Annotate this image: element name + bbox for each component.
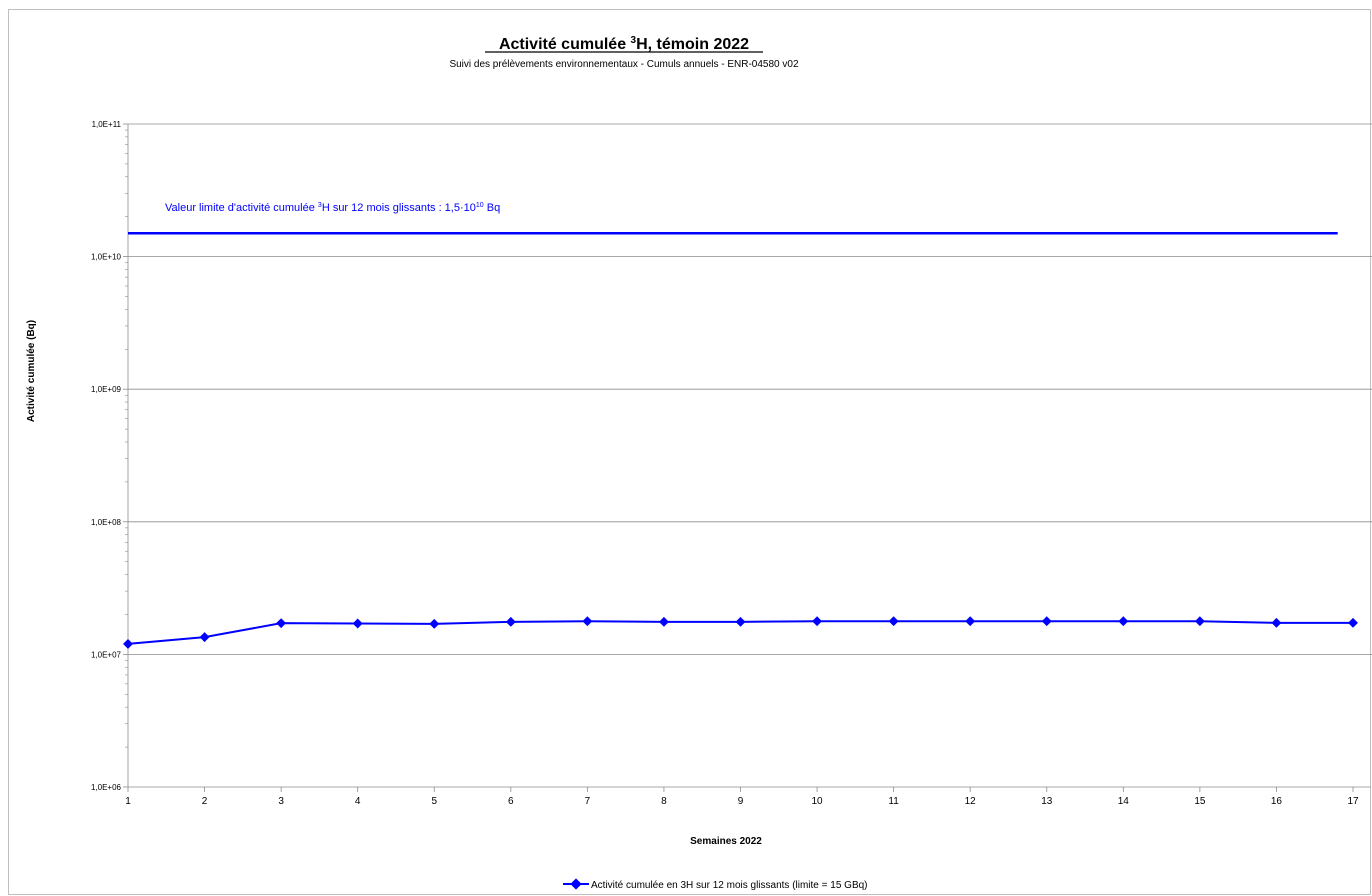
chart-title: Activité cumulée 3H, témoin 2022 [499, 35, 749, 53]
data-point [582, 616, 593, 627]
data-point [352, 618, 363, 629]
x-tick-label: 8 [661, 796, 667, 807]
legend-entry: Activité cumulée en 3H sur 12 mois gliss… [591, 880, 868, 891]
data-point [888, 616, 899, 627]
x-tick-label: 1 [125, 796, 131, 807]
x-tick-label: 6 [508, 796, 514, 807]
y-tick-label: 1,0E+11 [92, 120, 122, 129]
x-tick-label: 12 [965, 796, 977, 807]
data-point [1118, 616, 1129, 627]
y-tick-label: 1,0E+10 [91, 253, 122, 262]
x-tick-label: 9 [738, 796, 744, 807]
legend-marker-swatch [570, 878, 582, 890]
data-point [1041, 616, 1052, 627]
x-tick-label: 5 [431, 796, 437, 807]
x-tick-label: 17 [1347, 796, 1359, 807]
chart-frame [8, 9, 1371, 895]
data-point [735, 616, 746, 627]
x-tick-label: 16 [1271, 796, 1283, 807]
x-tick-label: 13 [1041, 796, 1053, 807]
x-tick-label: 4 [355, 796, 361, 807]
legend: Activité cumulée en 3H sur 12 mois gliss… [563, 878, 868, 891]
data-point [505, 616, 516, 627]
x-tick-labels: 1 2 3 4 5 6 7 8 9 10 11 12 13 14 15 16 17 [125, 796, 1359, 807]
data-point [1271, 617, 1282, 628]
x-tick-label: 3 [278, 796, 284, 807]
y-tick-labels: 1,0E+06 1,0E+07 1,0E+08 1,0E+09 1,0E+10 1,0E+… [91, 120, 122, 792]
y-tick-label: 1,0E+06 [91, 783, 122, 792]
x-tick-label: 11 [888, 796, 899, 807]
y-tick-label: 1,0E+07 [91, 650, 122, 659]
data-point [276, 618, 287, 629]
x-tick-label: 7 [585, 796, 591, 807]
y-tick-label: 1,0E+08 [91, 518, 122, 527]
axes [123, 123, 1371, 792]
limit-annotation: Valeur limite d'activité cumulée 3H sur … [165, 202, 500, 214]
data-point [1194, 616, 1205, 627]
x-tick-label: 15 [1194, 796, 1206, 807]
chart-subtitle: Suivi des prélèvements environnementaux … [449, 59, 799, 70]
data-point [429, 618, 440, 629]
x-tick-label: 14 [1118, 796, 1130, 807]
x-tick-label: 2 [202, 796, 208, 807]
data-point [123, 638, 133, 649]
x-tick-label: 10 [812, 796, 824, 807]
y-axis-label: Activité cumulée (Bq) [26, 320, 37, 422]
gridlines [128, 123, 1372, 655]
data-point [1348, 617, 1358, 628]
y-tick-label: 1,0E+09 [91, 385, 122, 394]
data-point [199, 632, 210, 643]
data-point [812, 616, 823, 627]
data-point [965, 616, 976, 627]
data-point [658, 616, 669, 627]
series-line [123, 616, 1358, 649]
x-axis-label: Semaines 2022 [690, 836, 762, 847]
